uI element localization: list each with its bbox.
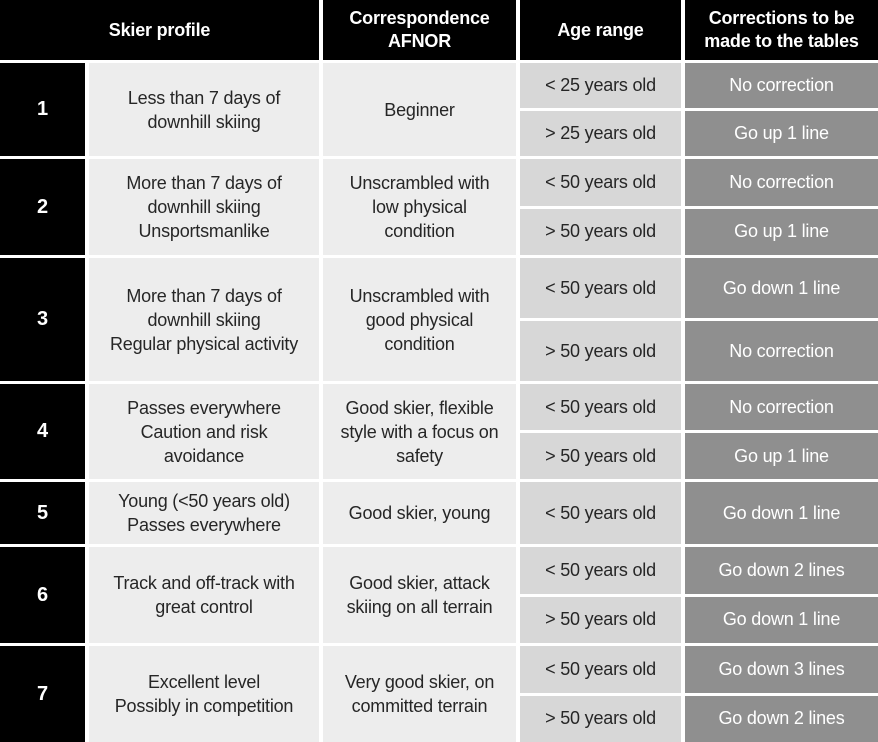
age-cell: < 25 years old xyxy=(520,63,681,108)
table-row: 7 Excellent level Possibly in competitio… xyxy=(0,646,878,742)
header-corrections: Corrections to be made to the tables xyxy=(685,0,878,60)
age-cell: < 50 years old xyxy=(520,646,681,693)
table-row: 2 More than 7 days of downhill skiing Un… xyxy=(0,159,878,255)
correction-cell: Go up 1 line xyxy=(685,208,878,255)
row-number: 2 xyxy=(0,159,85,255)
correction-cell: Go down 3 lines xyxy=(685,646,878,693)
age-cell: > 50 years old xyxy=(520,695,681,742)
correspondence-cell: Good skier, attack skiing on all terrain xyxy=(323,547,516,643)
header-skier-profile: Skier profile xyxy=(0,0,319,60)
table-row: 1 Less than 7 days of downhill skiing Be… xyxy=(0,63,878,156)
age-subcolumn: < 50 years old xyxy=(520,482,681,544)
correspondence-cell: Good skier, flexible style with a focus … xyxy=(323,384,516,479)
profile-cell: Passes everywhere Caution and risk avoid… xyxy=(89,384,319,479)
correction-cell: Go up 1 line xyxy=(685,111,878,156)
correction-cell: No correction xyxy=(685,321,878,381)
correction-cell: Go down 1 line xyxy=(685,596,878,643)
correction-cell: Go down 2 lines xyxy=(685,695,878,742)
age-cell: > 50 years old xyxy=(520,208,681,255)
row-number: 6 xyxy=(0,547,85,643)
age-subcolumn: < 50 years old > 50 years old xyxy=(520,258,681,381)
profile-cell: More than 7 days of downhill skiing Unsp… xyxy=(89,159,319,255)
profile-cell: More than 7 days of downhill skiing Regu… xyxy=(89,258,319,381)
age-subcolumn: < 50 years old > 50 years old xyxy=(520,159,681,255)
correction-subcolumn: Go down 3 lines Go down 2 lines xyxy=(685,646,878,742)
age-subcolumn: < 25 years old > 25 years old xyxy=(520,63,681,156)
profile-cell: Young (<50 years old) Passes everywhere xyxy=(89,482,319,544)
row-number: 1 xyxy=(0,63,85,156)
age-subcolumn: < 50 years old > 50 years old xyxy=(520,547,681,643)
row-number: 5 xyxy=(0,482,85,544)
correction-subcolumn: No correction Go up 1 line xyxy=(685,159,878,255)
table-row: 5 Young (<50 years old) Passes everywher… xyxy=(0,482,878,544)
table-row: 3 More than 7 days of downhill skiing Re… xyxy=(0,258,878,381)
correction-cell: No correction xyxy=(685,63,878,108)
age-subcolumn: < 50 years old > 50 years old xyxy=(520,646,681,742)
age-cell: > 25 years old xyxy=(520,111,681,156)
profile-cell: Excellent level Possibly in competition xyxy=(89,646,319,742)
correction-subcolumn: No correction Go up 1 line xyxy=(685,384,878,479)
correction-subcolumn: Go down 1 line xyxy=(685,482,878,544)
correspondence-cell: Very good skier, on committed terrain xyxy=(323,646,516,742)
correction-cell: Go down 1 line xyxy=(685,258,878,318)
row-number: 7 xyxy=(0,646,85,742)
age-cell: > 50 years old xyxy=(520,321,681,381)
age-cell: < 50 years old xyxy=(520,384,681,430)
row-number: 4 xyxy=(0,384,85,479)
age-cell: < 50 years old xyxy=(520,159,681,206)
correction-cell: Go down 2 lines xyxy=(685,547,878,594)
table-header-row: Skier profile Correspondence AFNOR Age r… xyxy=(0,0,878,60)
correction-cell: Go up 1 line xyxy=(685,433,878,479)
age-cell: < 50 years old xyxy=(520,258,681,318)
correction-cell: No correction xyxy=(685,159,878,206)
correction-cell: No correction xyxy=(685,384,878,430)
age-cell: > 50 years old xyxy=(520,596,681,643)
correction-subcolumn: Go down 2 lines Go down 1 line xyxy=(685,547,878,643)
correction-subcolumn: No correction Go up 1 line xyxy=(685,63,878,156)
correspondence-cell: Beginner xyxy=(323,63,516,156)
header-correspondence-afnor: Correspondence AFNOR xyxy=(323,0,516,60)
profile-cell: Less than 7 days of downhill skiing xyxy=(89,63,319,156)
age-cell: < 50 years old xyxy=(520,547,681,594)
correction-subcolumn: Go down 1 line No correction xyxy=(685,258,878,381)
header-age-range: Age range xyxy=(520,0,681,60)
age-cell: < 50 years old xyxy=(520,482,681,544)
correspondence-cell: Unscrambled with good physical condition xyxy=(323,258,516,381)
age-subcolumn: < 50 years old > 50 years old xyxy=(520,384,681,479)
table-row: 6 Track and off-track with great control… xyxy=(0,547,878,643)
row-number: 3 xyxy=(0,258,85,381)
table-row: 4 Passes everywhere Caution and risk avo… xyxy=(0,384,878,479)
correspondence-cell: Good skier, young xyxy=(323,482,516,544)
age-cell: > 50 years old xyxy=(520,433,681,479)
correspondence-cell: Unscrambled with low physical condition xyxy=(323,159,516,255)
profile-cell: Track and off-track with great control xyxy=(89,547,319,643)
correction-cell: Go down 1 line xyxy=(685,482,878,544)
